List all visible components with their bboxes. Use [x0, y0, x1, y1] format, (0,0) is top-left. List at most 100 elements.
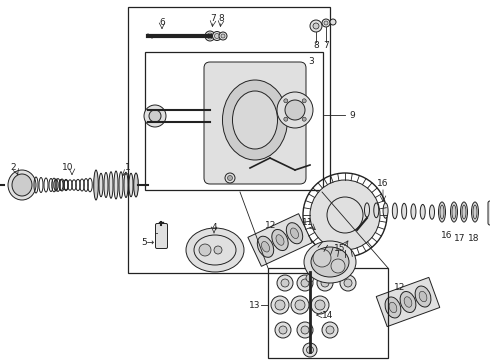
- Ellipse shape: [104, 172, 108, 198]
- Text: 16: 16: [441, 230, 453, 239]
- Ellipse shape: [99, 173, 103, 197]
- Circle shape: [207, 33, 213, 39]
- Circle shape: [313, 23, 319, 29]
- Circle shape: [301, 326, 309, 334]
- FancyBboxPatch shape: [204, 62, 306, 184]
- Circle shape: [297, 322, 313, 338]
- Ellipse shape: [383, 203, 388, 218]
- Circle shape: [214, 246, 222, 254]
- Circle shape: [322, 19, 330, 27]
- Circle shape: [275, 322, 291, 338]
- Ellipse shape: [114, 171, 118, 199]
- Text: 2: 2: [10, 162, 16, 171]
- Circle shape: [225, 173, 235, 183]
- Ellipse shape: [392, 203, 397, 219]
- Circle shape: [317, 275, 333, 291]
- Circle shape: [285, 100, 305, 120]
- Circle shape: [221, 34, 225, 38]
- Circle shape: [306, 274, 314, 282]
- Circle shape: [330, 19, 336, 25]
- Ellipse shape: [291, 228, 298, 238]
- Circle shape: [284, 117, 288, 121]
- Ellipse shape: [276, 235, 284, 245]
- Ellipse shape: [461, 202, 467, 222]
- Ellipse shape: [262, 242, 270, 252]
- FancyBboxPatch shape: [155, 224, 168, 248]
- Ellipse shape: [385, 297, 401, 318]
- Ellipse shape: [419, 291, 427, 302]
- Circle shape: [199, 244, 211, 256]
- Text: 11: 11: [302, 217, 314, 226]
- Circle shape: [331, 259, 345, 273]
- Text: 16: 16: [377, 179, 389, 188]
- Circle shape: [144, 105, 166, 127]
- Bar: [268, 268, 388, 358]
- Ellipse shape: [286, 223, 303, 244]
- Text: 6: 6: [159, 18, 165, 27]
- Ellipse shape: [119, 172, 123, 198]
- Ellipse shape: [272, 229, 288, 251]
- Text: 4: 4: [211, 222, 217, 231]
- Circle shape: [324, 21, 328, 25]
- Circle shape: [302, 99, 306, 103]
- FancyBboxPatch shape: [488, 201, 490, 225]
- Circle shape: [227, 176, 232, 180]
- Text: 10: 10: [62, 162, 74, 171]
- Circle shape: [321, 279, 329, 287]
- Ellipse shape: [94, 174, 98, 196]
- Circle shape: [291, 296, 309, 314]
- Text: 7: 7: [210, 14, 216, 23]
- Text: 17: 17: [454, 234, 466, 243]
- Ellipse shape: [129, 173, 133, 197]
- Ellipse shape: [186, 228, 244, 272]
- Ellipse shape: [232, 91, 277, 149]
- Ellipse shape: [304, 241, 356, 283]
- Ellipse shape: [12, 174, 32, 196]
- Circle shape: [149, 110, 161, 122]
- Ellipse shape: [257, 236, 274, 257]
- Ellipse shape: [109, 172, 113, 198]
- Circle shape: [311, 296, 329, 314]
- Circle shape: [271, 296, 289, 314]
- Ellipse shape: [134, 174, 138, 196]
- Text: 8: 8: [313, 41, 319, 50]
- Bar: [145, 52, 323, 190]
- Ellipse shape: [415, 286, 431, 307]
- Ellipse shape: [450, 202, 458, 222]
- Bar: [128, 7, 330, 273]
- Ellipse shape: [311, 247, 349, 277]
- Circle shape: [284, 99, 288, 103]
- Ellipse shape: [8, 170, 36, 200]
- Text: 3: 3: [308, 57, 314, 66]
- Circle shape: [310, 180, 380, 250]
- Circle shape: [301, 279, 309, 287]
- Ellipse shape: [222, 80, 288, 160]
- Circle shape: [277, 92, 313, 128]
- Text: 5→: 5→: [142, 238, 155, 247]
- Circle shape: [322, 322, 338, 338]
- Circle shape: [205, 31, 215, 41]
- Polygon shape: [376, 278, 440, 327]
- Circle shape: [303, 343, 317, 357]
- Circle shape: [310, 20, 322, 32]
- Ellipse shape: [471, 202, 479, 222]
- Text: 1: 1: [125, 162, 131, 171]
- Circle shape: [215, 33, 220, 39]
- Text: 18: 18: [468, 234, 480, 243]
- Ellipse shape: [404, 297, 412, 307]
- Text: 12: 12: [394, 284, 406, 292]
- Circle shape: [340, 275, 356, 291]
- Ellipse shape: [400, 292, 416, 312]
- Text: 15: 15: [334, 243, 346, 252]
- Text: 9: 9: [349, 111, 355, 120]
- Polygon shape: [248, 214, 312, 266]
- Circle shape: [302, 117, 306, 121]
- Circle shape: [313, 249, 331, 267]
- Ellipse shape: [134, 173, 138, 197]
- Ellipse shape: [411, 204, 416, 219]
- Circle shape: [297, 275, 313, 291]
- Text: 14: 14: [322, 310, 333, 320]
- Circle shape: [307, 346, 314, 354]
- Circle shape: [275, 300, 285, 310]
- Text: 13: 13: [248, 301, 260, 310]
